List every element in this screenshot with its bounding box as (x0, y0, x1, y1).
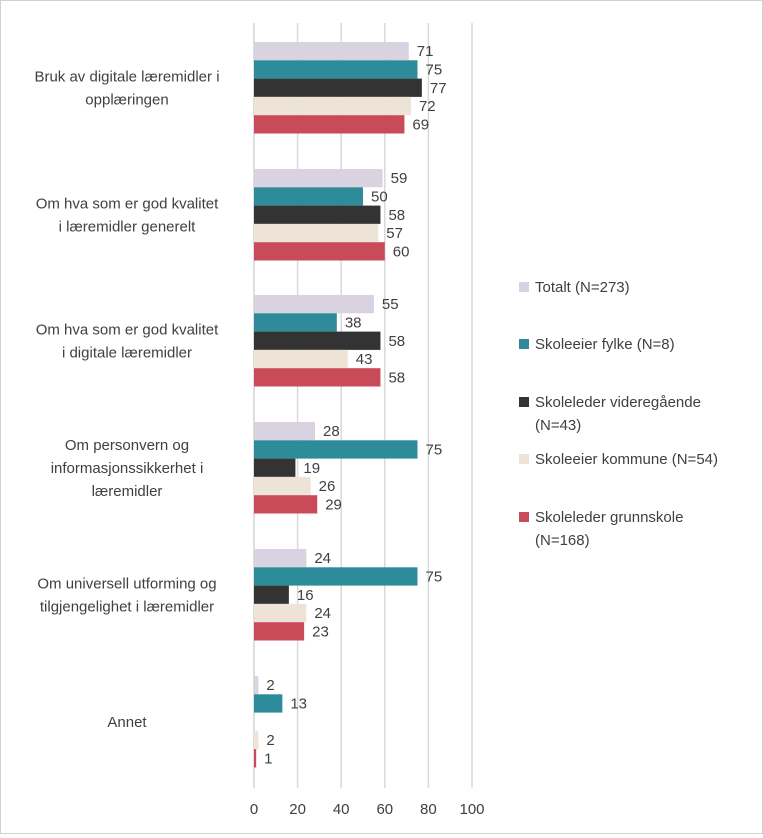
data-label: 75 (426, 61, 443, 78)
x-tick-label: 40 (333, 801, 350, 818)
data-label: 72 (419, 98, 436, 115)
legend-label: (N=168) (535, 532, 590, 549)
x-tick-label: 60 (376, 801, 393, 818)
data-label: 71 (417, 43, 434, 60)
data-label: 58 (388, 207, 405, 224)
category-label: informasjonssikkerhet i (51, 460, 204, 477)
bar (254, 78, 422, 97)
legend-swatch (519, 512, 529, 522)
bar (254, 42, 409, 61)
data-label: 28 (323, 423, 340, 440)
data-label: 58 (388, 333, 405, 350)
category-labels: Bruk av digitale læremidler i opplæringen… (34, 68, 219, 731)
legend-label: Skoleleder grunnskole (535, 509, 683, 526)
legend-label: Totalt (N=273) (535, 279, 630, 296)
legend-swatch (519, 397, 529, 407)
data-label: 77 (430, 80, 447, 97)
legend-label: Skoleeier fylke (N=8) (535, 336, 675, 353)
bar (254, 205, 381, 224)
data-label: 38 (345, 314, 362, 331)
category-label: i læremidler generelt (59, 218, 197, 235)
bar (254, 187, 363, 206)
data-label: 26 (319, 478, 336, 495)
bar (254, 169, 383, 188)
data-label: 50 (371, 188, 388, 205)
x-tick-label: 100 (459, 801, 484, 818)
legend-label: Skoleeier kommune (N=54) (535, 451, 718, 468)
data-label: 2 (266, 677, 274, 694)
x-axis-ticks: 0 20 40 60 80 100 (250, 801, 485, 818)
bar (254, 422, 316, 441)
category-label: læremidler (92, 483, 163, 500)
bar (254, 60, 418, 79)
data-label: 69 (412, 116, 429, 133)
legend: Totalt (N=273) Skoleeier fylke (N=8) Skole… (519, 279, 718, 549)
bar (254, 730, 259, 750)
category-label: Om universell utforming og (37, 575, 216, 592)
bar (254, 567, 418, 586)
data-label: 13 (290, 695, 307, 712)
bar (254, 440, 418, 459)
category-label: tilgjengelighet i læremidler (40, 598, 214, 615)
category-label: opplæringen (85, 91, 168, 108)
bar (254, 331, 381, 350)
category-label: Om personvern og (65, 437, 189, 454)
data-label: 57 (386, 225, 403, 242)
data-label: 75 (426, 568, 443, 585)
gridlines (253, 23, 473, 788)
category-label: Annet (107, 714, 147, 731)
x-tick-label: 20 (289, 801, 306, 818)
value-labels: 7175777269595058576055385843582875192629… (264, 43, 446, 767)
data-label: 2 (266, 732, 274, 749)
bar (254, 115, 405, 134)
data-label: 29 (325, 496, 342, 513)
bar (254, 603, 307, 623)
bar (254, 694, 283, 713)
legend-label: (N=43) (535, 417, 581, 434)
bar (254, 223, 379, 243)
bar (254, 749, 257, 768)
legend-swatch (519, 454, 529, 464)
category-label: i digitale læremidler (62, 344, 192, 361)
bar (254, 349, 348, 369)
x-tick-label: 0 (250, 801, 258, 818)
bar (254, 676, 259, 695)
bar (254, 585, 289, 604)
bar (254, 313, 337, 332)
bar (254, 622, 305, 641)
data-label: 58 (388, 369, 405, 386)
data-label: 43 (356, 351, 373, 368)
legend-label: Skoleleder videregående (535, 394, 701, 411)
data-label: 24 (314, 605, 331, 622)
data-label: 1 (264, 750, 272, 767)
bar (254, 549, 307, 568)
legend-swatch (519, 339, 529, 349)
data-label: 75 (426, 441, 443, 458)
bar (254, 368, 381, 387)
bars (254, 42, 422, 768)
bar (254, 476, 311, 496)
data-label: 55 (382, 296, 399, 313)
data-label: 60 (393, 243, 410, 260)
bar (254, 242, 385, 261)
category-label: Bruk av digitale læremidler i (34, 68, 219, 85)
data-label: 59 (391, 170, 408, 187)
data-label: 19 (303, 460, 320, 477)
category-label: Om hva som er god kvalitet (36, 321, 219, 338)
data-label: 16 (297, 587, 314, 604)
bar (254, 458, 296, 477)
bar (254, 96, 411, 116)
category-label: Om hva som er god kvalitet (36, 195, 219, 212)
bar (254, 295, 374, 314)
legend-swatch (519, 282, 529, 292)
data-label: 24 (314, 550, 331, 567)
x-tick-label: 80 (420, 801, 437, 818)
bar (254, 495, 318, 514)
data-label: 23 (312, 623, 329, 640)
